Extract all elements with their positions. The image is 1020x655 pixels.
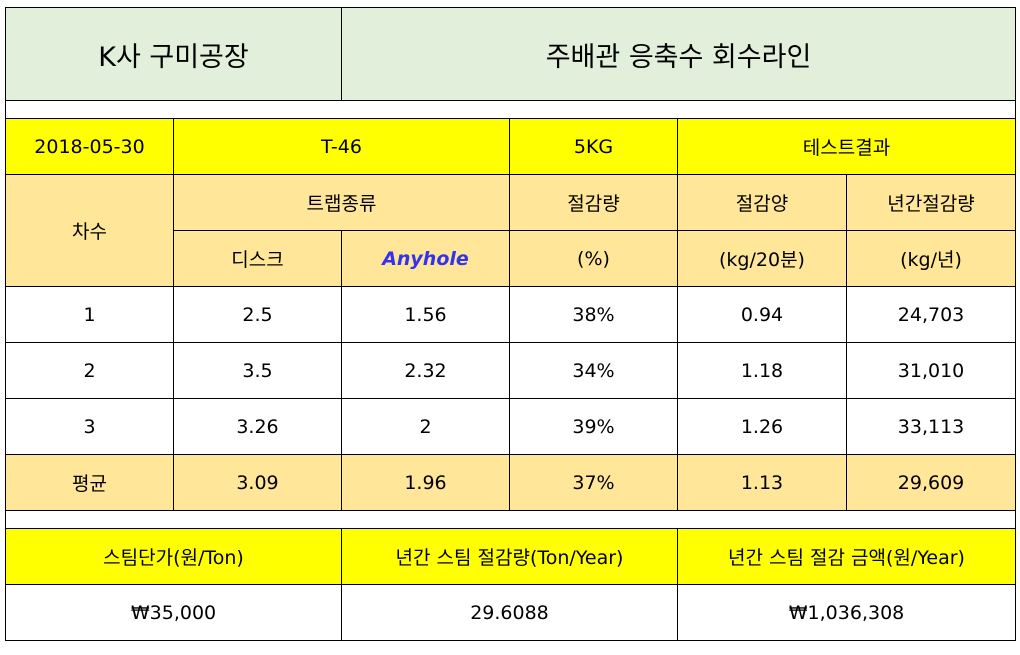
average-annual: 29,609 bbox=[845, 454, 1017, 511]
row-rate: 34% bbox=[509, 342, 678, 399]
row-amount: 0.94 bbox=[677, 286, 847, 343]
reduction-rate-header: 절감량 bbox=[509, 174, 678, 231]
row-amount: 1.18 bbox=[677, 342, 847, 399]
annual-amount-value: ₩1,036,308 bbox=[676, 584, 1017, 641]
spacer-cell bbox=[4, 100, 1017, 119]
company-title: K사 구미공장 bbox=[5, 7, 342, 101]
test-model: T-46 bbox=[173, 118, 510, 175]
test-date: 2018-05-30 bbox=[5, 118, 174, 175]
test-result-label: 테스트결과 bbox=[676, 118, 1017, 175]
annual-steam-value: 29.6088 bbox=[341, 584, 678, 641]
annual-amount-label: 년간 스팀 절감 금액(원/Year) bbox=[676, 528, 1017, 585]
unit-price-value: ₩35,000 bbox=[5, 584, 342, 641]
row-round: 2 bbox=[5, 342, 174, 399]
row-round: 3 bbox=[5, 398, 174, 455]
reduction-rate-unit: (%) bbox=[509, 230, 678, 287]
row-rate: 38% bbox=[509, 286, 678, 343]
average-amount: 1.13 bbox=[677, 454, 847, 511]
row-annual: 33,113 bbox=[845, 398, 1017, 455]
report-sheet: K사 구미공장 주배관 응축수 회수라인 2018-05-30 T-46 5KG… bbox=[4, 7, 1017, 641]
annual-reduction-unit: (kg/년) bbox=[845, 230, 1017, 287]
table-row: 1 2.5 1.56 38% 0.94 24,703 bbox=[5, 286, 1017, 343]
summary-value-row: ₩35,000 29.6088 ₩1,036,308 bbox=[5, 584, 1017, 641]
spacer-cell bbox=[4, 510, 1017, 529]
report-table: K사 구미공장 주배관 응축수 회수라인 2018-05-30 T-46 5KG… bbox=[4, 7, 1017, 641]
unit-price-label: 스팀단가(원/Ton) bbox=[5, 528, 342, 585]
column-header-row-1: 차수 트랩종류 절감량 절감양 년간절감량 bbox=[5, 174, 1017, 287]
table-row: 2 3.5 2.32 34% 1.18 31,010 bbox=[5, 342, 1017, 399]
anyhole-header: Anyhole bbox=[341, 230, 510, 287]
average-disc: 3.09 bbox=[173, 454, 342, 511]
row-anyhole: 2.32 bbox=[341, 342, 510, 399]
row-rate: 39% bbox=[509, 398, 678, 455]
annual-steam-label: 년간 스팀 절감량(Ton/Year) bbox=[341, 528, 678, 585]
spacer-row bbox=[4, 510, 1017, 529]
column-header-row-2: 디스크 Anyhole (%) (kg/20분) (kg/년) bbox=[6, 230, 1017, 287]
row-disc: 3.5 bbox=[173, 342, 342, 399]
row-anyhole: 1.56 bbox=[341, 286, 510, 343]
row-disc: 3.26 bbox=[173, 398, 342, 455]
average-row: 평균 3.09 1.96 37% 1.13 29,609 bbox=[5, 454, 1017, 511]
annual-reduction-header: 년간절감량 bbox=[845, 174, 1017, 231]
spacer-row bbox=[4, 100, 1017, 119]
row-round: 1 bbox=[5, 286, 174, 343]
trap-type-header: 트랩종류 bbox=[173, 174, 510, 231]
reduction-amount-header: 절감양 bbox=[677, 174, 847, 231]
row-annual: 24,703 bbox=[845, 286, 1017, 343]
row-disc: 2.5 bbox=[173, 286, 342, 343]
disc-header: 디스크 bbox=[173, 230, 342, 287]
average-label: 평균 bbox=[5, 454, 174, 511]
average-anyhole: 1.96 bbox=[341, 454, 510, 511]
reduction-amount-unit: (kg/20분) bbox=[677, 230, 847, 287]
table-row: 3 3.26 2 39% 1.26 33,113 bbox=[5, 398, 1017, 455]
row-anyhole: 2 bbox=[341, 398, 510, 455]
row-annual: 31,010 bbox=[845, 342, 1017, 399]
average-rate: 37% bbox=[509, 454, 678, 511]
row-amount: 1.26 bbox=[677, 398, 847, 455]
round-header: 차수 bbox=[5, 174, 174, 287]
line-title: 주배관 응축수 회수라인 bbox=[340, 7, 1017, 101]
title-row: K사 구미공장 주배관 응축수 회수라인 bbox=[5, 7, 1017, 101]
test-weight: 5KG bbox=[509, 118, 678, 175]
test-info-row: 2018-05-30 T-46 5KG 테스트결과 bbox=[5, 118, 1017, 175]
summary-header-row: 스팀단가(원/Ton) 년간 스팀 절감량(Ton/Year) 년간 스팀 절감… bbox=[5, 528, 1017, 585]
